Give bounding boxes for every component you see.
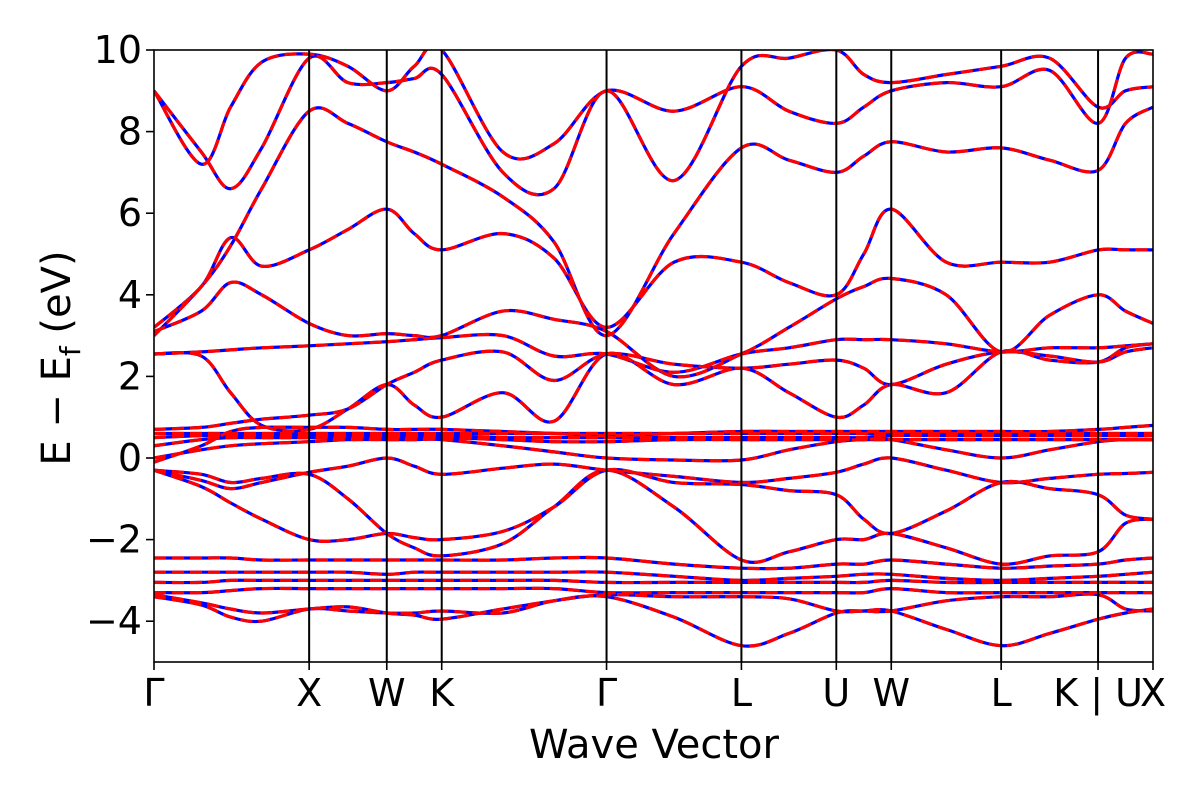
band-15-red-dashed-line	[154, 342, 1153, 433]
y-tick-label: −4	[86, 599, 142, 643]
y-tick-label: 8	[118, 110, 142, 154]
band-1-red-dashed-line	[154, 467, 1153, 543]
band-19-red-dashed-line	[154, 105, 1153, 338]
band-0-red-dashed-line	[154, 456, 1153, 491]
band-21-red-dashed-line	[154, 50, 1153, 166]
x-axis-label: Wave Vector	[529, 722, 780, 768]
x-tick-label: K | U	[1053, 671, 1143, 716]
band-7-red-dashed-line	[154, 594, 1153, 648]
band-12-red-dashed-line	[154, 437, 1153, 463]
y-axis-label-subscript: f	[54, 345, 87, 356]
y-tick-label: 2	[118, 354, 142, 398]
x-tick-label: W	[368, 671, 406, 715]
band-8-red-dashed-line	[154, 592, 1153, 621]
y-axis-label: E − Ef (eV)	[34, 250, 87, 465]
band-3-red-dashed-line	[154, 555, 1153, 571]
band-7-blue-line	[154, 594, 1153, 648]
band-5-red-dashed-line	[154, 578, 1153, 585]
y-tick-label: 0	[118, 436, 142, 480]
x-tick-label: L	[991, 671, 1012, 715]
x-tick-label: Γ	[143, 671, 164, 715]
band-20-blue-line	[154, 50, 1153, 197]
band-6-red-dashed-line	[154, 586, 1153, 595]
band-20-red-dashed-line	[154, 50, 1153, 197]
band-13-red-dashed-line	[154, 423, 1153, 464]
band-1-blue-line	[154, 467, 1153, 543]
band-16-red-dashed-line	[154, 332, 1153, 374]
band-17-red-dashed-line	[154, 276, 1153, 379]
x-tick-label: K	[429, 671, 455, 715]
band-10-red-dashed-line	[154, 433, 1153, 440]
x-tick-label: L	[731, 671, 752, 715]
x-tick-label: X	[296, 671, 322, 715]
band-2-blue-line	[154, 468, 1153, 566]
plot-frame	[153, 49, 1154, 663]
x-tick-label: U	[822, 671, 850, 715]
band-4-red-dashed-line	[154, 570, 1153, 583]
y-tick-label: 4	[118, 273, 142, 317]
y-tick-label: 10	[94, 28, 142, 72]
band-15-blue-line	[154, 342, 1153, 433]
band-19-blue-line	[154, 105, 1153, 338]
band-9-red-dashed-line	[154, 435, 1153, 448]
x-tick-label: Γ	[596, 671, 617, 715]
x-tick-label: W	[872, 671, 910, 715]
x-tick-label: X	[1140, 671, 1166, 715]
band-14-red-dashed-line	[154, 346, 1153, 431]
band-17-blue-line	[154, 276, 1153, 379]
y-axis-label-unit: (eV)	[34, 250, 80, 346]
y-tick-label: 6	[118, 191, 142, 235]
y-tick-label: −2	[86, 518, 142, 562]
band-2-red-dashed-line	[154, 468, 1153, 566]
y-axis-label-main: E − E	[34, 356, 80, 466]
